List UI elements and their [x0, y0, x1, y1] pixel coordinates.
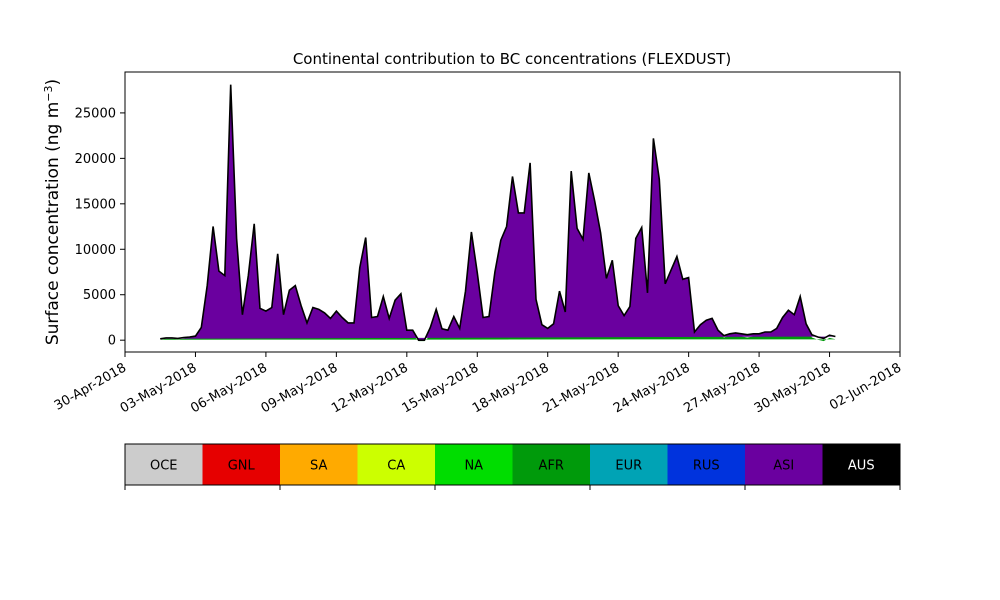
- x-tick-label: 18-May-2018: [470, 360, 552, 416]
- legend-swatch-oce: [125, 444, 203, 485]
- y-axis: 0 5000 10000 15000 20000 25000: [75, 106, 125, 349]
- x-tick-label: 24-May-2018: [611, 360, 693, 416]
- y-tick-label: 25000: [75, 106, 116, 121]
- chart-title: Continental contribution to BC concentra…: [293, 50, 731, 68]
- series-area-asi: [160, 84, 836, 341]
- x-tick-label: 30-May-2018: [752, 360, 834, 416]
- legend-swatch-rus: [667, 444, 745, 485]
- legend-swatch-aus: [822, 444, 900, 485]
- legend-label-afr: AFR: [539, 459, 564, 474]
- x-tick-label: 21-May-2018: [541, 360, 623, 416]
- legend-swatch-na: [435, 444, 513, 485]
- x-tick-label: 02-Jun-2018: [827, 360, 904, 413]
- x-tick-label: 06-May-2018: [188, 360, 270, 416]
- legend-label-oce: OCE: [150, 459, 178, 474]
- total-outline-line: [160, 84, 836, 342]
- legend-swatch-eur: [590, 444, 668, 485]
- legend-swatch-ca: [357, 444, 435, 485]
- series-layer: [160, 84, 836, 342]
- plot-frame: [124, 71, 901, 353]
- x-tick-label: 27-May-2018: [681, 360, 763, 416]
- legend-label-na: NA: [464, 459, 483, 474]
- x-tick-label: 09-May-2018: [259, 360, 341, 416]
- legend-colorbar: OCE GNL SA CA NA AFR EUR RUS ASI AUS: [124, 443, 901, 490]
- legend-label-asi: ASI: [773, 459, 794, 474]
- legend-frame: [124, 443, 901, 486]
- legend-label-ca: CA: [387, 459, 405, 474]
- x-tick-label: 03-May-2018: [118, 360, 200, 416]
- legend-swatch-gnl: [202, 444, 280, 485]
- legend-label-sa: SA: [310, 459, 327, 474]
- legend-swatch-sa: [280, 444, 358, 485]
- legend-swatch-asi: [745, 444, 823, 485]
- x-axis: 30-Apr-201803-May-201806-May-201809-May-…: [52, 352, 904, 416]
- legend-label-aus: AUS: [848, 459, 875, 474]
- legend-label-eur: EUR: [615, 459, 642, 474]
- y-tick-label: 10000: [75, 243, 116, 258]
- x-tick-label: 30-Apr-2018: [52, 360, 129, 413]
- y-tick-label: 20000: [75, 152, 116, 167]
- y-axis-label-close: ): [43, 79, 63, 86]
- legend-label-rus: RUS: [693, 459, 720, 474]
- plot-area: [124, 71, 901, 353]
- y-axis-label-exponent: −3: [42, 85, 55, 101]
- y-axis-label: Surface concentration (ng m−3): [42, 79, 64, 345]
- y-axis-label-main: Surface concentration (ng m: [43, 102, 63, 345]
- y-tick-label: 5000: [83, 288, 116, 303]
- x-tick-label: 12-May-2018: [329, 360, 411, 416]
- legend-label-gnl: GNL: [228, 459, 256, 474]
- y-tick-label: 15000: [75, 197, 116, 212]
- x-tick-label: 15-May-2018: [400, 360, 482, 416]
- legend-swatch-afr: [512, 444, 590, 485]
- y-tick-label: 0: [108, 334, 116, 349]
